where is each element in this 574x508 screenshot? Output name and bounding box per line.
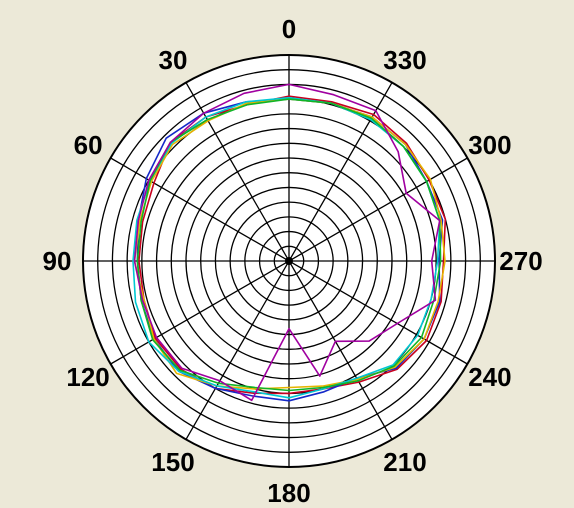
- series-line-1: [138, 95, 447, 395]
- data-series-group: [132, 83, 447, 402]
- angle-label-30: 30: [159, 45, 188, 75]
- series-line-5: [136, 98, 442, 392]
- angle-label-210: 210: [383, 447, 426, 477]
- angle-label-300: 300: [468, 130, 511, 160]
- angle-label-150: 150: [151, 447, 194, 477]
- series-line-6: [133, 83, 441, 402]
- angle-label-120: 120: [66, 362, 109, 392]
- angle-label-330: 330: [383, 45, 426, 75]
- angle-label-0: 0: [282, 14, 296, 44]
- angle-label-60: 60: [74, 130, 103, 160]
- series-line-3: [133, 98, 446, 390]
- angle-label-90: 90: [43, 246, 72, 276]
- angle-label-240: 240: [468, 362, 511, 392]
- center-dot: [285, 257, 293, 265]
- angle-label-180: 180: [267, 478, 310, 508]
- angle-tick-labels: 0 30 60 90 120 150 180 210 240 270 300 330: [43, 14, 543, 508]
- angle-label-270: 270: [499, 246, 542, 276]
